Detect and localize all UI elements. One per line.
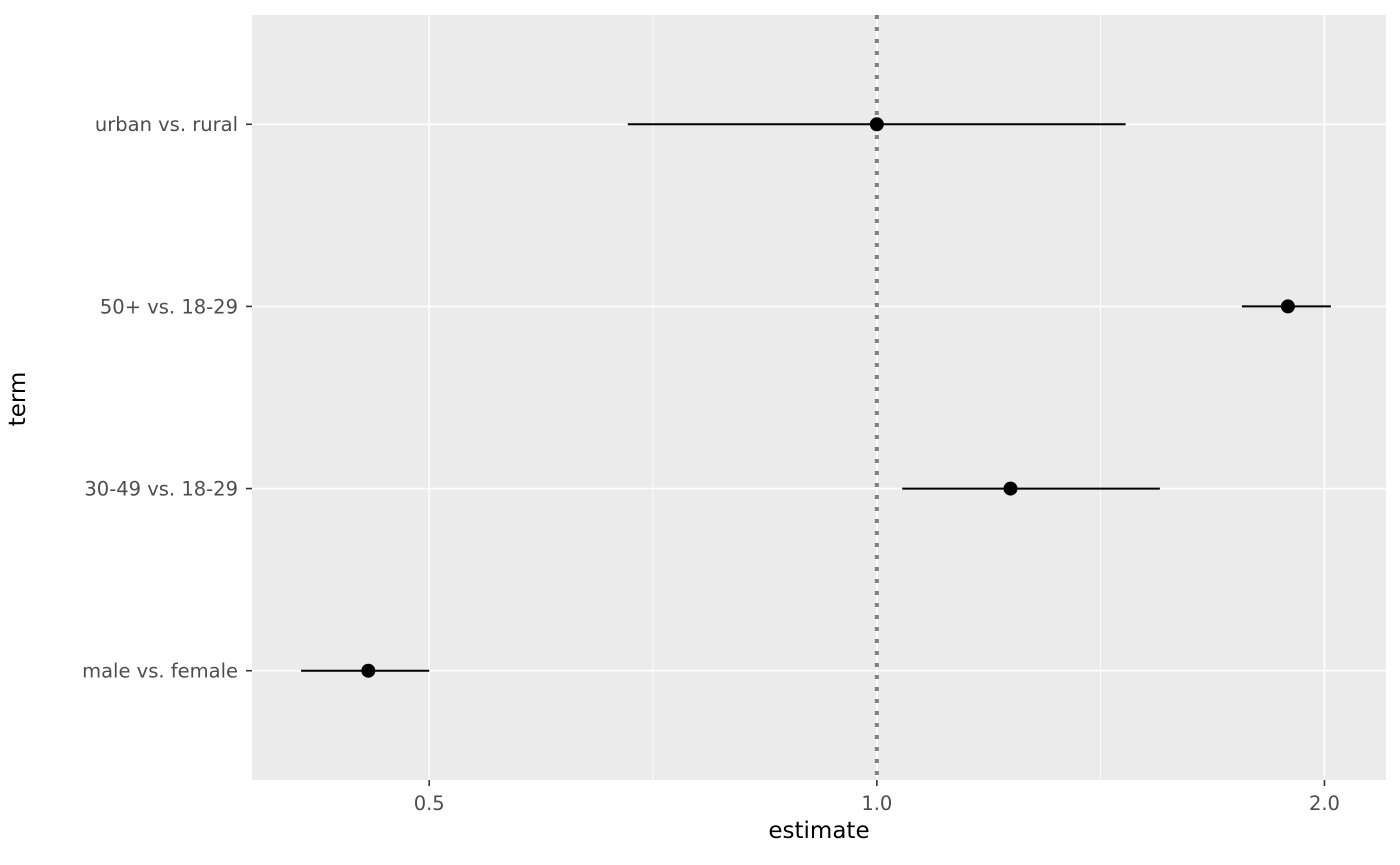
x-tick-label: 1.0 bbox=[861, 792, 892, 815]
plot-panel bbox=[252, 15, 1386, 780]
y-tick-label: 50+ vs. 18-29 bbox=[100, 295, 238, 318]
y-tick-label: urban vs. rural bbox=[95, 113, 238, 136]
x-axis-title: estimate bbox=[768, 818, 870, 844]
data-point bbox=[1280, 299, 1295, 314]
y-axis-title: term bbox=[5, 371, 31, 427]
x-tick-label: 0.5 bbox=[414, 792, 445, 815]
y-tick-label: male vs. female bbox=[82, 660, 238, 683]
data-point bbox=[361, 663, 376, 678]
data-point bbox=[869, 117, 884, 132]
data-point bbox=[1003, 481, 1018, 496]
y-tick-label: 30-49 vs. 18-29 bbox=[84, 477, 238, 500]
x-tick-label: 2.0 bbox=[1309, 792, 1340, 815]
